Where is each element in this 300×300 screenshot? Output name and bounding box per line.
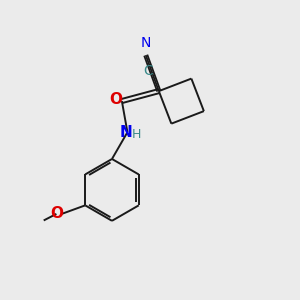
Text: N: N (120, 125, 132, 140)
Text: O: O (109, 92, 122, 107)
Text: C: C (143, 64, 153, 78)
Text: N: N (141, 36, 151, 50)
Text: O: O (50, 206, 63, 221)
Text: H: H (132, 128, 142, 141)
